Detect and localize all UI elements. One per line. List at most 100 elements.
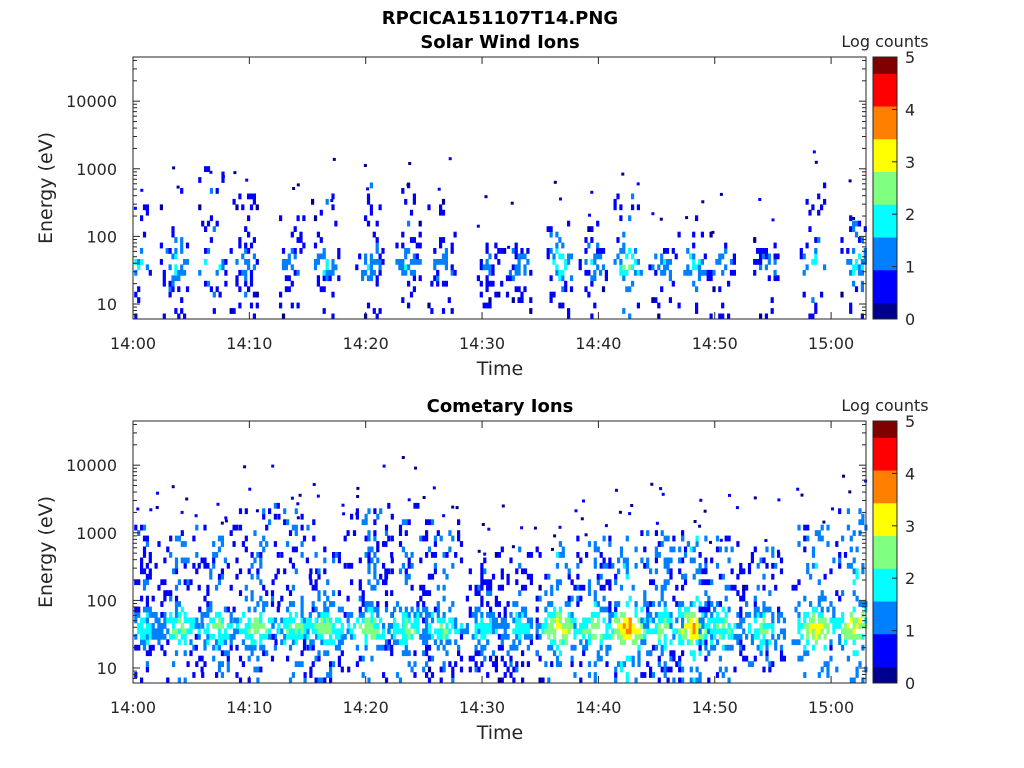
colorbar-segment [873, 130, 897, 136]
spectrogram-cell [846, 508, 850, 515]
spectrogram-cell [553, 628, 557, 635]
spectrogram-cell [852, 650, 856, 657]
spectrogram-cell [314, 617, 318, 624]
spectrogram-cell [619, 612, 624, 618]
spectrogram-cell [599, 552, 603, 558]
spectrogram-cell [445, 628, 449, 635]
spectrogram-cell [558, 639, 562, 646]
spectrogram-cell [860, 259, 864, 265]
spectrogram-cell [451, 535, 455, 542]
spectrogram-cell [274, 639, 278, 646]
spectrogram-cell [549, 226, 553, 232]
spectrogram-cell [654, 644, 658, 651]
spectrogram-cell [523, 286, 527, 293]
spectrogram-cell [574, 509, 578, 513]
spectrogram-cell [779, 628, 784, 635]
spectrogram-cell [204, 280, 208, 287]
spectrogram-cell [174, 253, 178, 260]
spectrogram-cell [709, 313, 713, 320]
spectrogram-cell [384, 579, 388, 586]
spectrogram-cell [366, 193, 371, 200]
spectrogram-cell [681, 557, 685, 564]
spectrogram-cell [413, 661, 417, 667]
spectrogram-cell [226, 666, 230, 673]
spectrogram-cell [777, 617, 781, 624]
spectrogram-cell [765, 546, 769, 553]
spectrogram-cell [265, 601, 269, 607]
spectrogram-cell [270, 595, 275, 602]
spectrogram-cell [846, 655, 850, 662]
spectrogram-cell [197, 628, 201, 635]
spectrogram-cell [277, 623, 281, 629]
spectrogram-cell [486, 628, 490, 635]
spectrogram-cell [241, 661, 245, 667]
spectrogram-cell [433, 639, 437, 646]
spectrogram-cell [314, 584, 318, 591]
spectrogram-cell [715, 546, 720, 553]
spectrogram-cell [488, 297, 492, 303]
spectrogram-cell [300, 661, 304, 667]
spectrogram-cell [407, 248, 411, 254]
spectrogram-cell [584, 269, 588, 276]
spectrogram-cell [646, 606, 650, 613]
spectrogram-cell [753, 595, 757, 602]
spectrogram-cell [692, 546, 696, 553]
spectrogram-cell [194, 514, 198, 518]
spectrogram-cell [172, 166, 176, 170]
spectrogram-cell [382, 672, 386, 678]
spectrogram-cell [506, 579, 510, 586]
spectrogram-cell [593, 302, 597, 309]
spectrogram-cell [771, 661, 775, 667]
spectrogram-cell [826, 606, 830, 613]
colorbar-segment [873, 273, 897, 279]
spectrogram-cell [247, 215, 251, 222]
spectrogram-cell [280, 628, 284, 635]
spectrogram-cell [675, 584, 679, 591]
spectrogram-cell [329, 623, 333, 629]
spectrogram-cell [215, 220, 219, 227]
spectrogram-cell [699, 498, 703, 502]
spectrogram-cell [479, 291, 483, 298]
spectrogram-cell [474, 584, 478, 591]
spectrogram-cell [286, 584, 290, 591]
spectrogram-cell [376, 644, 380, 651]
spectrogram-cell [414, 466, 417, 470]
spectrogram-cell [444, 259, 448, 265]
spectrogram-cell [601, 248, 606, 254]
spectrogram-cell [401, 617, 405, 624]
spectrogram-cell [140, 617, 144, 624]
spectrogram-cell [306, 633, 310, 640]
spectrogram-cell [317, 612, 321, 618]
spectrogram-cell [293, 269, 297, 276]
spectrogram-cell [660, 584, 664, 591]
spectrogram-cell [777, 498, 781, 502]
spectrogram-cell [858, 519, 862, 526]
spectrogram-cell [370, 612, 374, 618]
spectrogram-cell [634, 606, 638, 613]
spectrogram-cell [814, 248, 818, 254]
spectrogram-cell [800, 633, 804, 640]
spectrogram-cell [390, 535, 394, 542]
spectrogram-cell [518, 623, 522, 629]
spectrogram-cell [442, 595, 446, 602]
spectrogram-cell [511, 264, 515, 271]
spectrogram-cell [782, 633, 786, 640]
spectrogram-cell [200, 666, 204, 673]
spectrogram-cell [803, 535, 807, 542]
spectrogram-cell [841, 590, 845, 596]
spectrogram-cell [169, 612, 173, 618]
spectrogram-cell [140, 188, 144, 192]
spectrogram-cell [369, 182, 373, 189]
spectrogram-cell [455, 506, 459, 510]
spectrogram-cell [517, 253, 521, 260]
spectrogram-cell [270, 655, 275, 662]
spectrogram-cell [523, 568, 528, 575]
spectrogram-cell [587, 617, 592, 624]
spectrogram-cell [427, 302, 431, 309]
spectrogram-cell [599, 644, 603, 651]
spectrogram-cell [224, 280, 228, 287]
spectrogram-cell [567, 612, 571, 618]
spectrogram-cell [494, 595, 498, 602]
spectrogram-cell [593, 661, 597, 667]
spectrogram-cell [332, 601, 336, 607]
